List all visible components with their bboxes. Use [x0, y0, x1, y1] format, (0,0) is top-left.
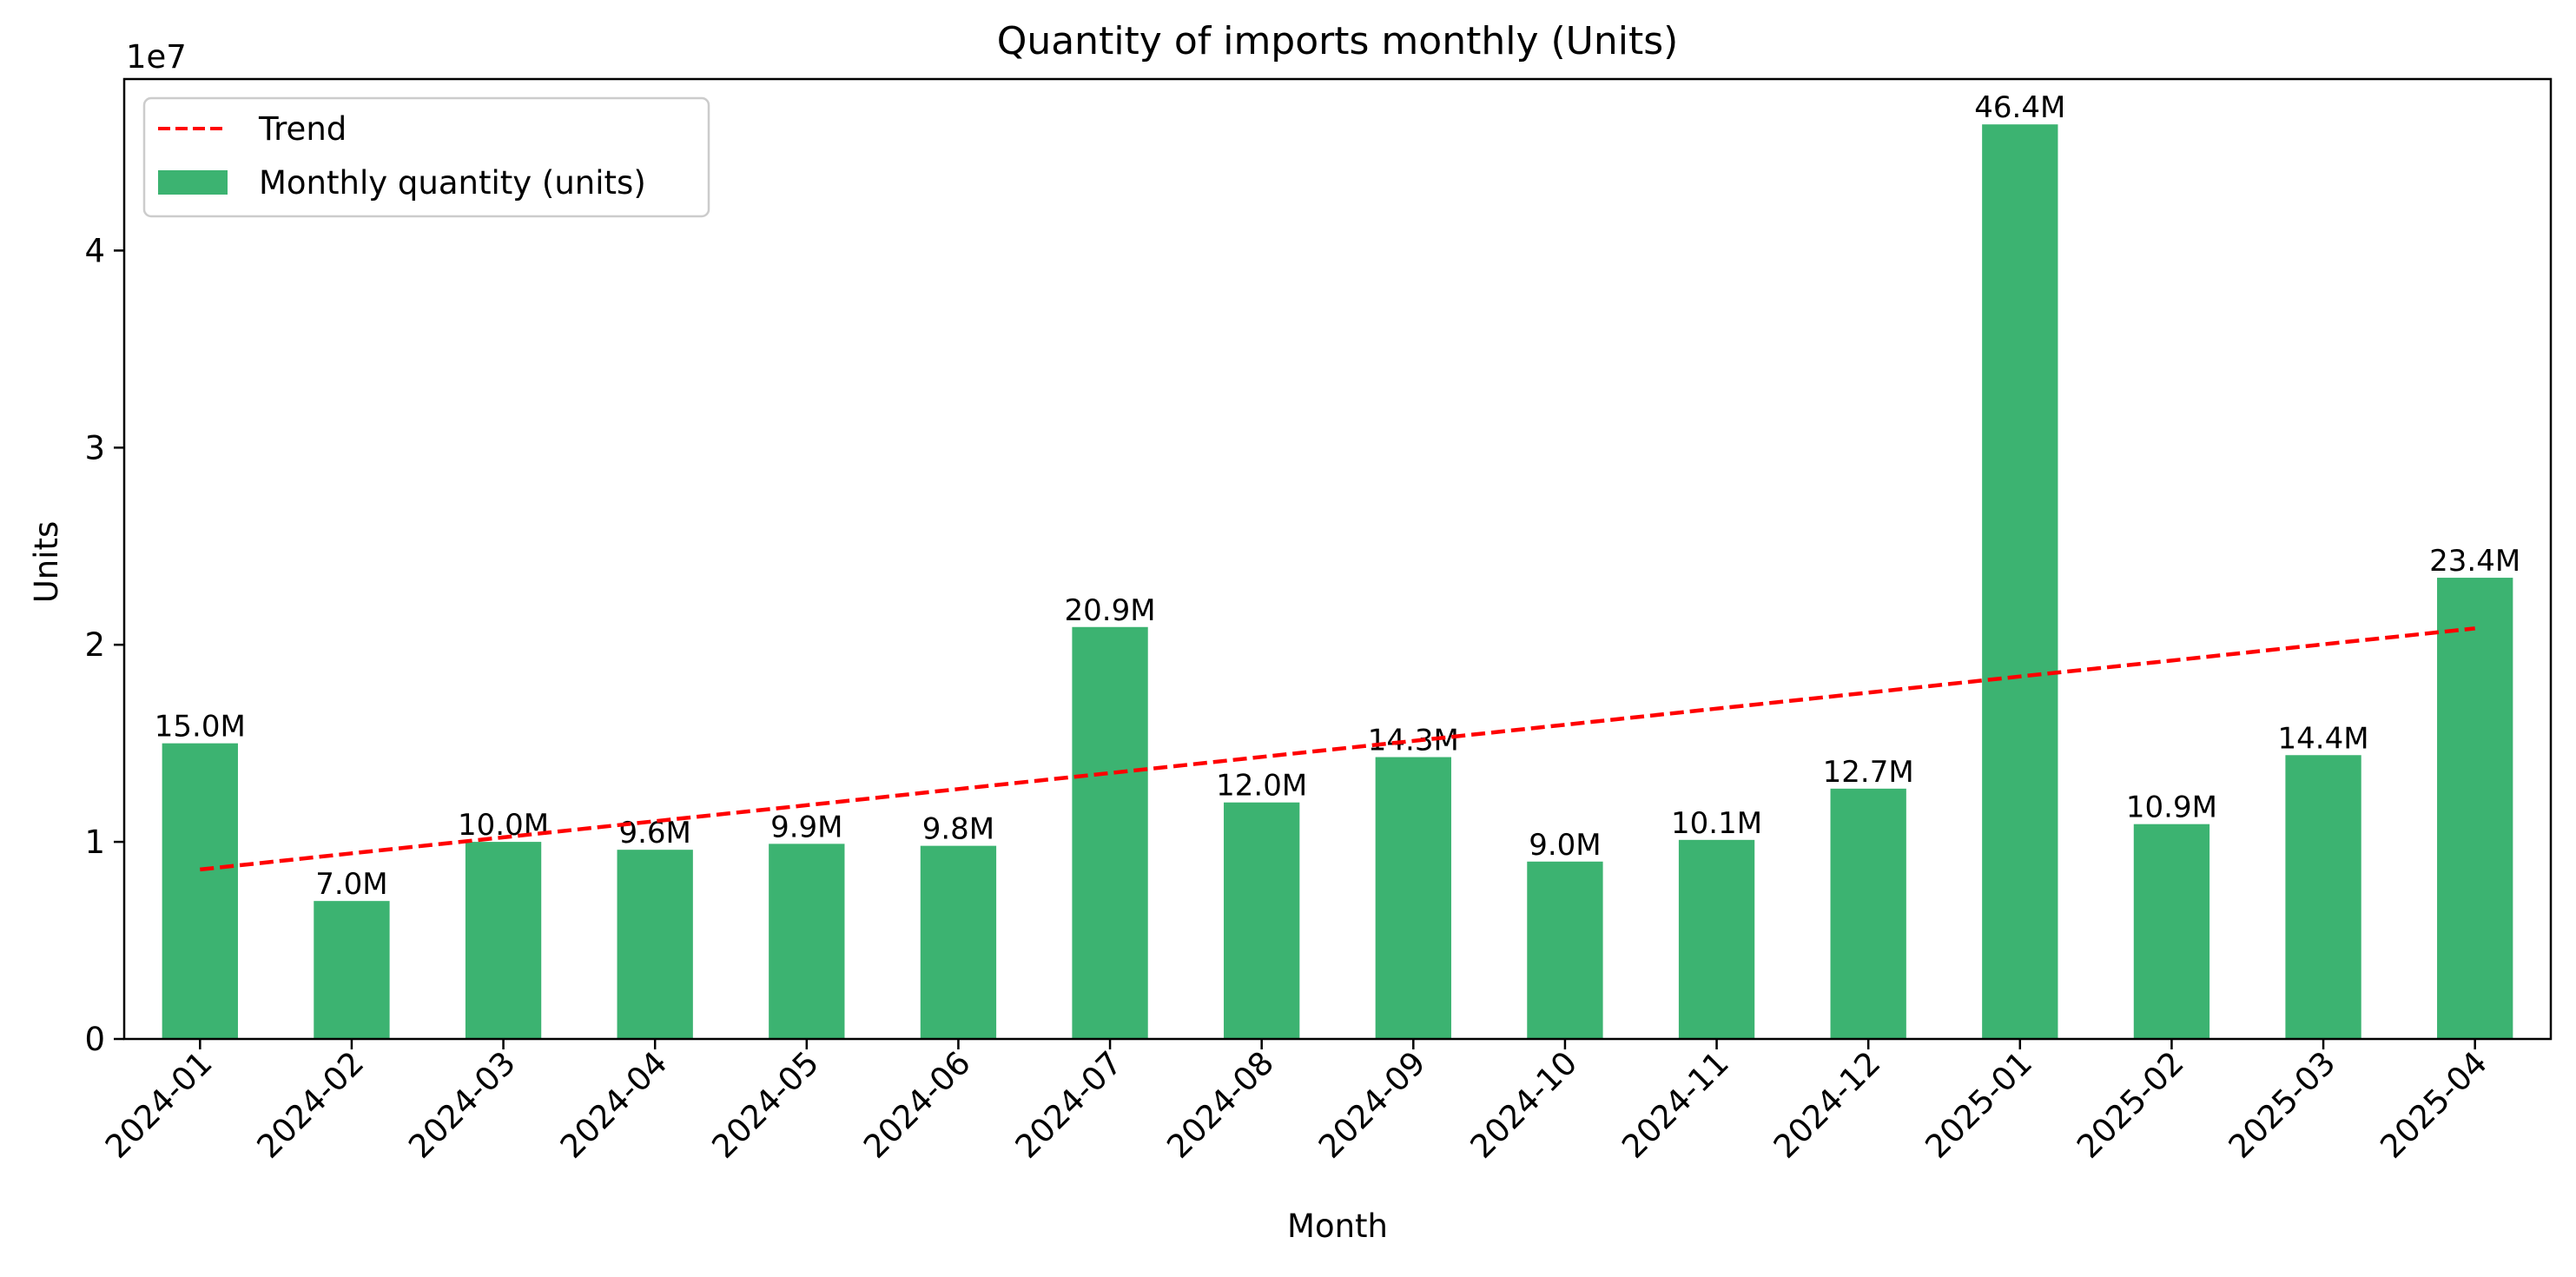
x-ticks-layer: 2024-01 2024-02 2024-03 2024-04 2024-05 2024-…: [98, 1039, 2494, 1166]
legend-trend-label: Trend: [258, 110, 347, 148]
bar-value-label: 10.1M: [1671, 806, 1762, 841]
trend-line: [200, 626, 2475, 872]
y-tick-label: 4: [84, 232, 105, 269]
x-axis-label: Month: [1287, 1208, 1388, 1245]
bar-2025-01: [1982, 124, 2058, 1039]
bars-layer: [162, 124, 2513, 1039]
bar-2024-10: [1527, 861, 1603, 1039]
bar-2025-03: [2285, 755, 2361, 1039]
x-tick-label: 2024-03: [401, 1044, 523, 1166]
bar-2024-07: [1072, 626, 1148, 1039]
legend-bar-label: Monthly quantity (units): [259, 164, 646, 202]
bar-2024-04: [617, 850, 693, 1039]
bar-value-label: 14.4M: [2278, 721, 2369, 756]
y-tick-label: 0: [84, 1021, 105, 1058]
chart-title: Quantity of imports monthly (Units): [997, 19, 1679, 63]
x-tick-label: 2024-07: [1008, 1044, 1130, 1166]
x-tick-label: 2025-02: [2070, 1044, 2191, 1166]
bar-2024-06: [920, 845, 997, 1039]
legend-box: [142, 96, 710, 218]
y-tick-label: 3: [84, 429, 105, 466]
bar-2025-04: [2437, 578, 2513, 1039]
bar-2024-08: [1224, 802, 1300, 1039]
y-ticks-layer: 0 1 2 3 4: [84, 232, 124, 1058]
x-tick-label: 2024-02: [250, 1044, 372, 1166]
bar-2024-12: [1830, 788, 1906, 1039]
x-tick-label: 2024-12: [1767, 1044, 1888, 1166]
x-tick-label: 2024-05: [704, 1044, 826, 1166]
bar-value-label: 23.4M: [2429, 544, 2520, 579]
bar-2024-01: [162, 743, 238, 1039]
legend-bar-swatch: [158, 170, 228, 195]
bar-value-label: 10.9M: [2126, 791, 2217, 825]
x-tick-label: 2024-01: [98, 1044, 220, 1166]
y-axis-offset-label: 1e7: [126, 38, 187, 76]
legend: Trend Monthly quantity (units): [142, 96, 710, 218]
bar-value-label: 46.4M: [1974, 90, 2065, 125]
bar-value-label: 9.8M: [922, 812, 994, 847]
plot-frame: [122, 77, 2553, 1041]
x-tick-label: 2024-11: [1615, 1044, 1736, 1166]
x-tick-label: 2024-04: [553, 1044, 675, 1166]
bar-2024-02: [314, 901, 390, 1039]
bar-2024-09: [1375, 757, 1451, 1039]
x-tick-label: 2025-04: [2373, 1044, 2494, 1166]
bar-2025-02: [2133, 824, 2210, 1039]
bar-2024-03: [465, 842, 542, 1039]
x-tick-label: 2024-08: [1159, 1044, 1281, 1166]
bar-value-label: 9.0M: [1529, 828, 1601, 863]
x-tick-label: 2025-01: [1918, 1044, 2039, 1166]
bar-value-label: 15.0M: [155, 710, 246, 744]
x-tick-label: 2024-06: [856, 1044, 978, 1166]
bar-value-label: 20.9M: [1065, 593, 1156, 628]
bar-2024-05: [769, 844, 845, 1039]
bar-value-label: 12.7M: [1823, 755, 1914, 790]
y-tick-label: 1: [84, 824, 105, 861]
bar-value-label: 7.0M: [315, 867, 387, 902]
trend-layer: [200, 626, 2475, 872]
y-tick-label: 2: [84, 626, 105, 664]
bar-2024-11: [1678, 839, 1755, 1039]
y-axis-label: Units: [28, 521, 65, 604]
bar-value-label: 9.6M: [618, 816, 690, 850]
bar-value-label: 12.0M: [1216, 769, 1307, 804]
x-tick-label: 2024-10: [1463, 1044, 1585, 1166]
bar-value-label: 9.9M: [770, 810, 842, 844]
x-tick-label: 2025-03: [2222, 1044, 2343, 1166]
x-tick-label: 2024-09: [1311, 1044, 1433, 1166]
